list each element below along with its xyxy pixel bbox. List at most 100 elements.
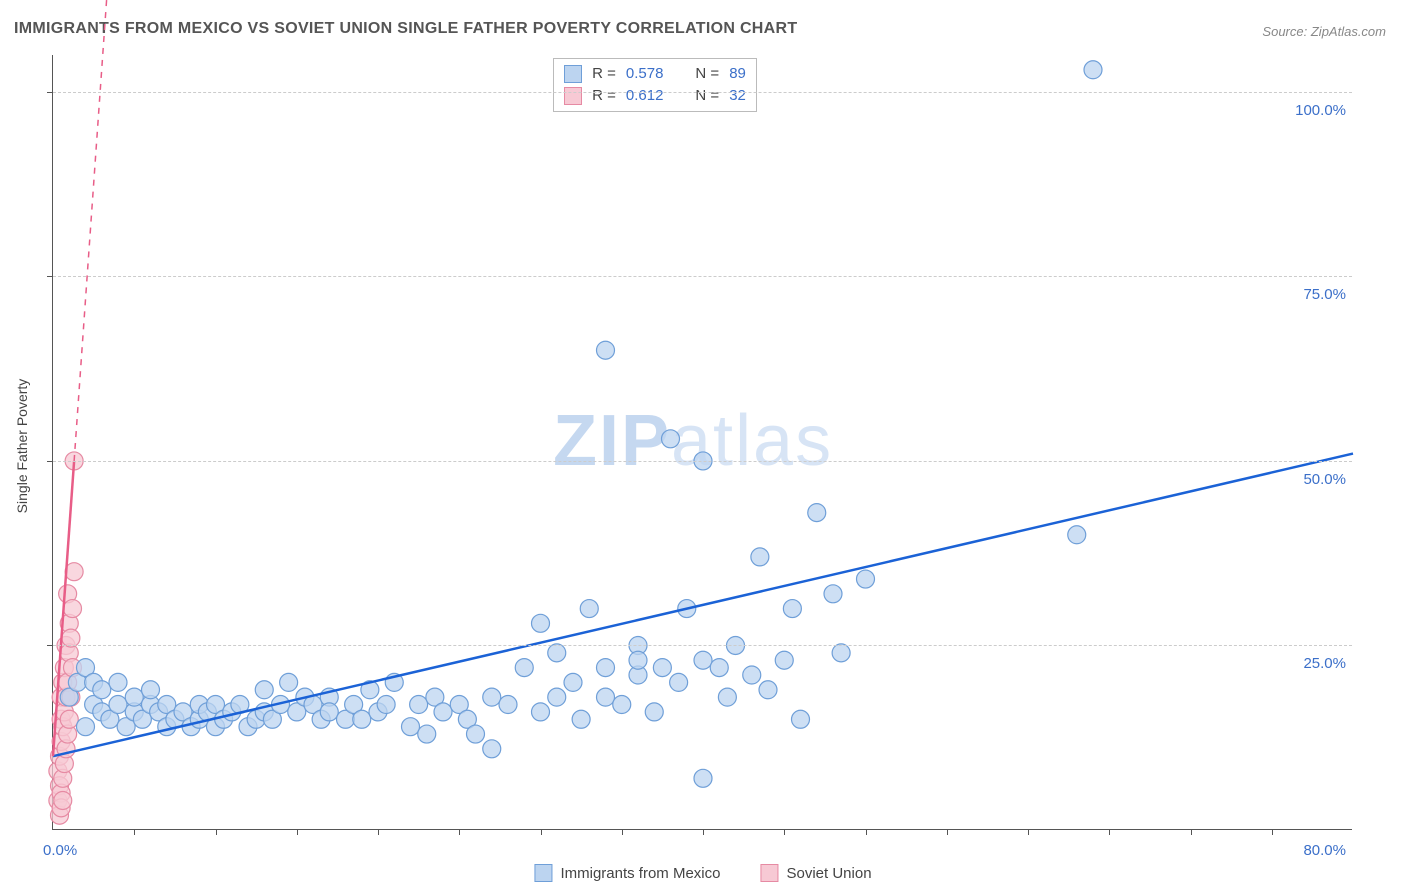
x-tick [1272,829,1273,835]
data-point [1068,526,1086,544]
gridline [53,645,1352,646]
legend-item-mexico: Immigrants from Mexico [534,864,720,882]
y-tick [47,461,53,462]
data-point [808,504,826,522]
data-point [548,644,566,662]
data-point [64,600,82,618]
soviet-r-value: 0.612 [626,85,664,107]
data-point [824,585,842,603]
y-tick [47,645,53,646]
data-point [597,659,615,677]
n-label: N = [695,63,719,85]
y-tick-label: 50.0% [1303,471,1346,488]
mexico-n-value: 89 [729,63,746,85]
data-point [694,651,712,669]
source-value: ZipAtlas.com [1311,24,1386,39]
legend-row-mexico: R = 0.578 N = 89 [564,63,746,85]
data-point [54,791,72,809]
x-tick [1028,829,1029,835]
x-tick [622,829,623,835]
data-point [77,718,95,736]
y-tick-label: 75.0% [1303,286,1346,303]
data-point [597,688,615,706]
data-point [572,710,590,728]
chart-title: IMMIGRANTS FROM MEXICO VS SOVIET UNION S… [14,20,797,38]
data-point [483,688,501,706]
trend-line [74,0,126,461]
gridline [53,461,1352,462]
source-attribution: Source: ZipAtlas.com [1262,24,1386,39]
data-point [532,614,550,632]
data-point [613,696,631,714]
data-point [434,703,452,721]
data-point [751,548,769,566]
data-point [418,725,436,743]
data-point [60,710,78,728]
data-point [564,673,582,691]
data-point [548,688,566,706]
correlation-legend: R = 0.578 N = 89 R = 0.612 N = 32 [553,58,757,112]
mexico-series-label: Immigrants from Mexico [560,865,720,882]
data-point [645,703,663,721]
r-label: R = [592,85,616,107]
x-tick-label: 80.0% [1303,842,1346,859]
legend-row-soviet: R = 0.612 N = 32 [564,85,746,107]
data-point [597,341,615,359]
data-point [255,681,273,699]
data-point [109,673,127,691]
gridline [53,276,1352,277]
data-point [483,740,501,758]
data-point [775,651,793,669]
x-tick [378,829,379,835]
data-point [125,688,143,706]
x-tick-label: 0.0% [43,842,77,859]
x-tick [459,829,460,835]
y-tick [47,92,53,93]
data-point [662,430,680,448]
legend-item-soviet: Soviet Union [760,864,871,882]
data-point [377,696,395,714]
trend-line [53,454,1353,757]
data-point [353,710,371,728]
data-point [759,681,777,699]
data-point [109,696,127,714]
x-tick [784,829,785,835]
data-point [629,651,647,669]
x-tick [1109,829,1110,835]
data-point [515,659,533,677]
y-tick [47,276,53,277]
data-point [62,629,80,647]
chart-plot-area: ZIPatlas R = 0.578 N = 89 R = 0.612 N = … [52,55,1352,830]
data-point [783,600,801,618]
data-point [857,570,875,588]
data-point [1084,61,1102,79]
x-tick [703,829,704,835]
mexico-swatch [564,65,582,83]
series-legend: Immigrants from Mexico Soviet Union [534,864,871,882]
data-point [792,710,810,728]
data-point [653,659,671,677]
x-tick [947,829,948,835]
data-point [718,688,736,706]
y-axis-label: Single Father Poverty [14,379,30,514]
x-tick [297,829,298,835]
soviet-swatch-icon [760,864,778,882]
data-point [467,725,485,743]
y-tick-label: 100.0% [1295,102,1346,119]
mexico-swatch-icon [534,864,552,882]
x-tick [134,829,135,835]
x-tick [216,829,217,835]
data-point [499,696,517,714]
scatter-svg [53,55,1352,829]
data-point [670,673,688,691]
r-label: R = [592,63,616,85]
x-tick [866,829,867,835]
data-point [580,600,598,618]
soviet-n-value: 32 [729,85,746,107]
x-tick [541,829,542,835]
data-point [93,681,111,699]
soviet-series-label: Soviet Union [786,865,871,882]
data-point [710,659,728,677]
gridline [53,92,1352,93]
source-label: Source: [1262,24,1307,39]
